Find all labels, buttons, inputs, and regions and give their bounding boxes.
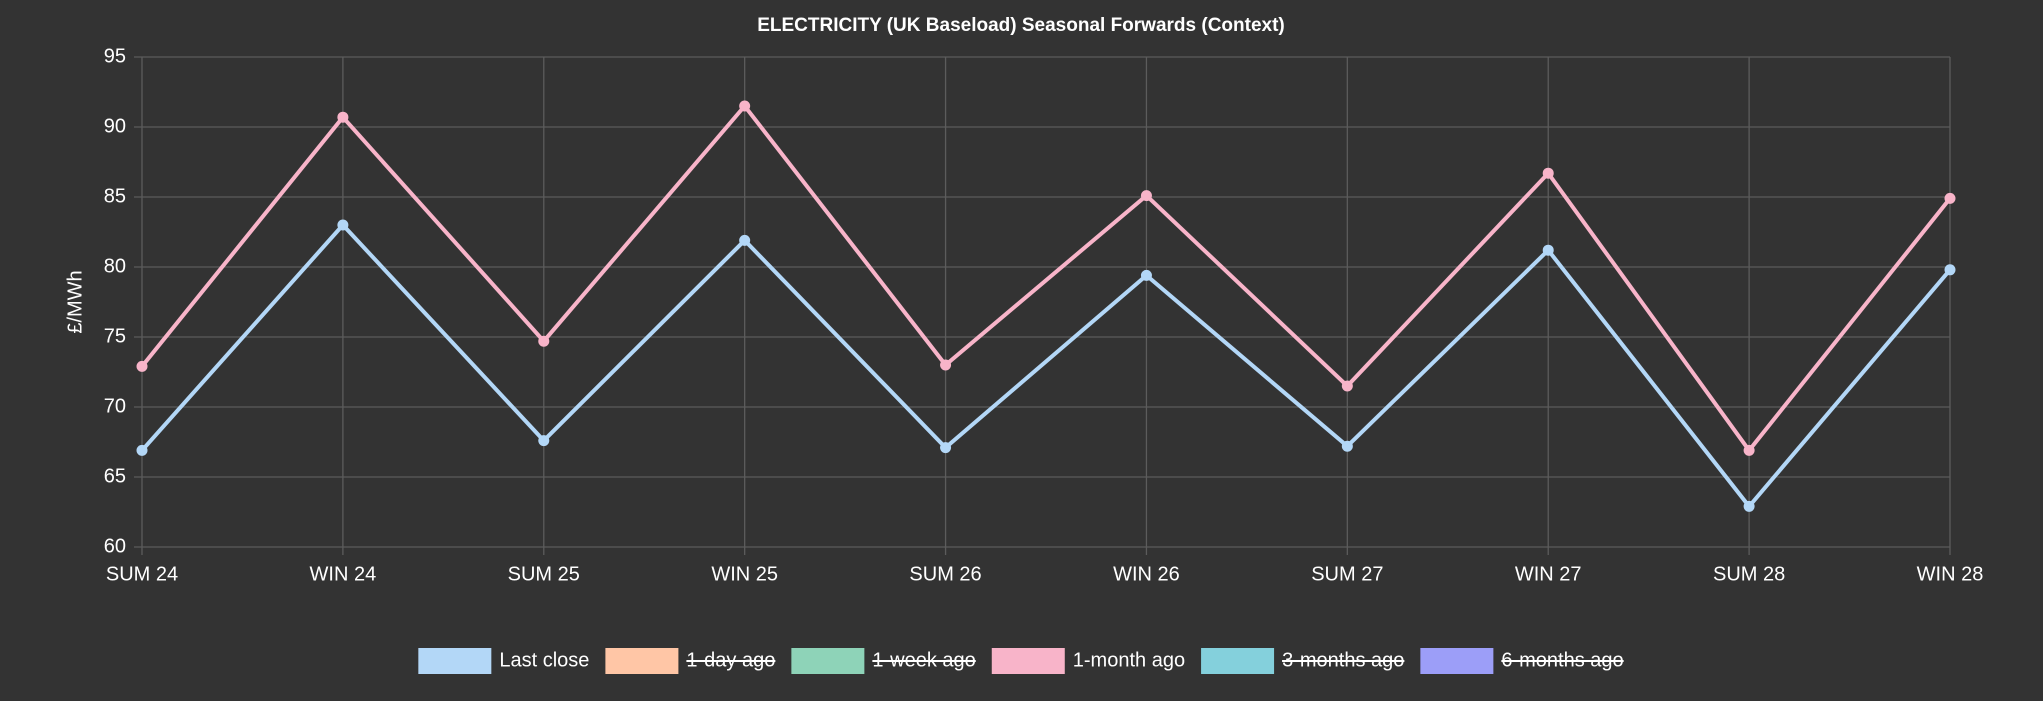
legend-label: Last close <box>499 649 589 671</box>
x-tick-label: SUM 28 <box>1713 563 1785 585</box>
legend-item[interactable]: 1-day ago <box>605 648 776 674</box>
x-tick-label: WIN 27 <box>1515 563 1582 585</box>
y-tick-label: 80 <box>104 255 126 277</box>
x-tick-label: SUM 25 <box>508 563 580 585</box>
y-axis-label: £/MWh <box>64 270 86 333</box>
data-point <box>136 444 148 456</box>
data-point <box>739 234 751 246</box>
legend-label: 1-month ago <box>1073 649 1185 671</box>
data-point <box>1542 244 1554 256</box>
legend-swatch <box>991 648 1065 674</box>
data-point <box>1944 192 1956 204</box>
y-tick-label: 90 <box>104 115 126 137</box>
data-point <box>538 435 550 447</box>
legend-swatch <box>418 648 492 674</box>
data-point <box>1542 167 1554 179</box>
legend-item[interactable]: 1-month ago <box>991 648 1185 674</box>
data-point <box>1743 500 1755 512</box>
legend-item[interactable]: 3-months ago <box>1201 648 1405 674</box>
legend-swatch <box>791 648 865 674</box>
y-tick-label: 85 <box>104 185 126 207</box>
data-point <box>940 359 952 371</box>
legend-swatch <box>605 648 679 674</box>
data-point <box>1341 380 1353 392</box>
y-tick-label: 95 <box>104 45 126 67</box>
legend: Last close 1-day ago 1-week ago 1-month ago… <box>418 648 1624 674</box>
x-tick-label: WIN 25 <box>711 563 778 585</box>
data-point <box>1743 444 1755 456</box>
legend-item[interactable]: Last close <box>418 648 589 674</box>
y-tick-label: 70 <box>104 395 126 417</box>
data-point <box>136 360 148 372</box>
x-tick-label: SUM 27 <box>1311 563 1383 585</box>
x-tick-label: SUM 24 <box>106 563 178 585</box>
y-tick-label: 60 <box>104 535 126 557</box>
data-point <box>337 219 349 231</box>
x-tick-label: WIN 26 <box>1113 563 1180 585</box>
data-point <box>1140 269 1152 281</box>
data-point <box>337 111 349 123</box>
data-point <box>538 335 550 347</box>
legend-item[interactable]: 1-week ago <box>791 648 976 674</box>
x-tick-label: WIN 28 <box>1917 563 1984 585</box>
y-tick-label: 65 <box>104 465 126 487</box>
legend-swatch <box>1420 648 1494 674</box>
series-line <box>140 222 1952 510</box>
x-tick-label: SUM 26 <box>909 563 981 585</box>
chart-title: ELECTRICITY (UK Baseload) Seasonal Forwa… <box>757 15 1285 36</box>
data-point <box>940 442 952 454</box>
data-point <box>1944 264 1956 276</box>
data-point <box>1140 190 1152 202</box>
legend-item[interactable]: 6-months ago <box>1420 648 1624 674</box>
y-tick-label: 75 <box>104 325 126 347</box>
x-tick-label: WIN 24 <box>310 563 377 585</box>
data-point <box>739 100 751 112</box>
series-line <box>140 102 1952 454</box>
data-point <box>1341 440 1353 452</box>
legend-swatch <box>1201 648 1275 674</box>
